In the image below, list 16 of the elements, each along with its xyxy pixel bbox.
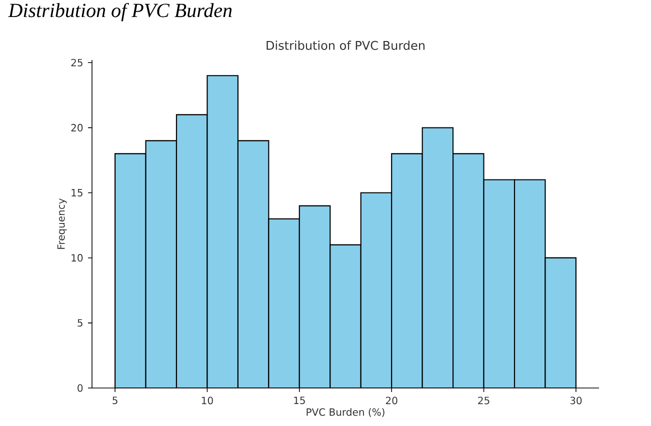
y-tick-label: 5 [78,319,82,327]
text: Distribution of PVC Burden [8,2,232,22]
y-tick-label: 20 [71,124,83,132]
y-axis-title: Frequency [57,198,67,249]
x-tick-label: 25 [478,396,490,404]
y-tick-label: 0 [78,384,83,392]
x-axis-title: PVC Burden (%) [306,408,384,418]
y-tick-label: 25 [71,58,82,66]
x-tick-label: 15 [294,396,305,404]
x-tick-label: 10 [202,396,213,404]
x-tick-label: 30 [570,396,582,404]
x-tick-label: 20 [386,396,398,404]
chart-title: Distribution of PVC Burden [266,40,425,50]
y-tick-label: 15 [72,189,82,196]
y-tick-label: 10 [72,254,83,262]
x-tick-label: 5 [112,396,118,404]
